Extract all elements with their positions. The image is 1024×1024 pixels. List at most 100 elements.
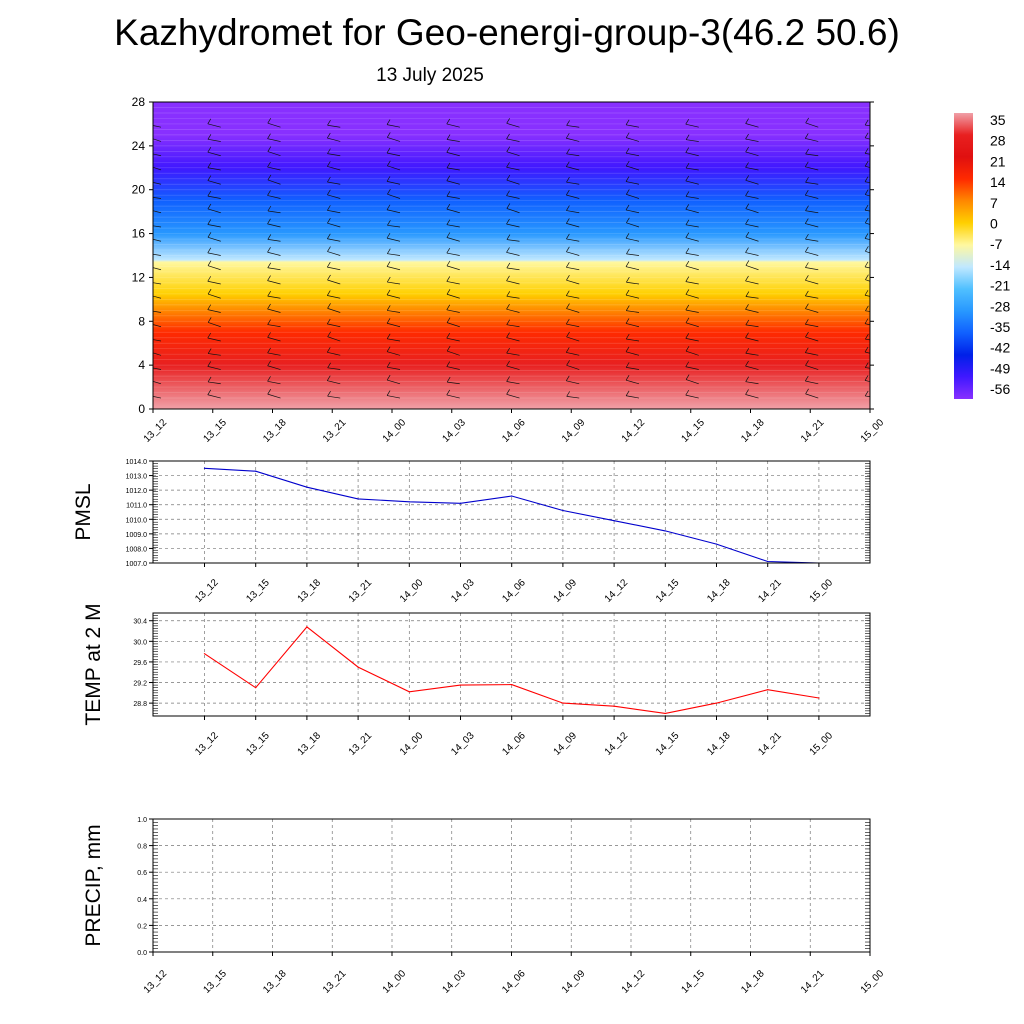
wind-barb-flag (506, 291, 511, 297)
wind-barb-flag (207, 260, 212, 266)
x-tick-label: 15_00 (859, 417, 887, 445)
wind-barb (506, 324, 520, 328)
wind-barb-flag (326, 261, 331, 268)
wind-barb-flag (506, 234, 511, 240)
data-point (511, 495, 513, 497)
wind-barb (327, 323, 341, 328)
wind-barb (267, 122, 281, 128)
wind-barb-flag (805, 117, 809, 124)
wind-barb (446, 208, 460, 214)
x-tick-label: 13_12 (193, 730, 221, 758)
wind-barb (566, 251, 580, 256)
wind-barb-flag (864, 346, 869, 353)
wind-barb (327, 395, 341, 399)
wind-barb (626, 137, 640, 142)
x-tick-label: 14_21 (799, 417, 827, 445)
wind-barb (506, 365, 520, 370)
wind-barb-flag (267, 376, 271, 382)
wind-barb-flag (566, 233, 570, 240)
wind-barb-flag (625, 346, 630, 353)
data-point (203, 653, 206, 655)
data-point (459, 684, 462, 686)
x-tick-label: 13_21 (347, 577, 375, 605)
wind-barb (805, 308, 819, 313)
wind-barb (745, 252, 759, 256)
wind-barb (386, 322, 401, 328)
wind-barb (207, 366, 221, 370)
wind-barb-flag (267, 234, 272, 240)
wind-barb (805, 251, 819, 256)
wind-barb-flag (327, 148, 331, 154)
wind-barb-flag (148, 362, 151, 367)
x-tick-label: 14_18 (739, 417, 767, 445)
wind-barb-flag (625, 375, 630, 381)
wind-barb-flag (327, 176, 331, 183)
wind-barbs (148, 117, 870, 399)
wind-barb (566, 323, 580, 328)
wind-barb-flag (864, 290, 869, 296)
colorbar-label: 35 (990, 112, 1006, 128)
wind-barb-flag (805, 388, 809, 395)
wind-barb (685, 252, 699, 256)
wind-barb-flag (745, 118, 749, 124)
wind-barb-flag (745, 175, 750, 181)
wind-barb-flag (745, 360, 749, 367)
wind-barb-flag (565, 347, 570, 353)
wind-barb (153, 138, 162, 142)
wind-barb-flag (446, 304, 451, 310)
x-tick-label: 15_00 (859, 968, 887, 996)
wind-barb (267, 138, 281, 142)
wind-barb-flag (207, 361, 212, 367)
wind-barb (566, 238, 580, 242)
wind-barb (387, 310, 401, 313)
wind-barb (387, 395, 401, 399)
wind-barb (327, 308, 341, 313)
wind-barb-flag (685, 361, 690, 367)
data-point (562, 509, 564, 512)
wind-barb (506, 393, 520, 399)
data-point (715, 543, 718, 545)
wind-barb-flag (805, 290, 809, 297)
wind-barb (267, 223, 281, 228)
wind-barb (506, 267, 520, 271)
wind-barb-flag (805, 205, 809, 211)
wind-barb (805, 393, 819, 399)
colorbar-label: -56 (990, 381, 1010, 397)
y-tick-label: 0.4 (137, 897, 147, 904)
wind-barb-flag (327, 233, 331, 239)
wind-barb (327, 295, 341, 299)
wind-barb-flag (506, 190, 510, 196)
wind-barb (865, 124, 870, 127)
y-tick-label: 1.0 (137, 817, 147, 824)
wind-barb-flag (565, 290, 570, 296)
wind-barb-flag (804, 161, 809, 167)
wind-barb (685, 224, 699, 228)
wind-barb (506, 239, 520, 242)
data-point (818, 697, 820, 699)
wind-barb (207, 280, 221, 285)
wind-barb (745, 151, 759, 157)
wind-barb (386, 266, 401, 271)
temp-panel: 28.8 29.2 29.6 30.0 30.4 13_12 13_15 13_18 13_21… (82, 603, 871, 758)
wind-barb (865, 338, 870, 341)
wind-barb-flag (566, 176, 570, 183)
wind-barb (387, 165, 401, 171)
x-tick-label: 13_18 (296, 577, 324, 605)
wind-barb-flag (148, 132, 151, 137)
wind-barb (446, 366, 460, 370)
wind-barb-flag (446, 260, 451, 267)
wind-barb (153, 153, 162, 157)
wind-barb (267, 308, 281, 313)
wind-barb (625, 152, 640, 157)
wind-barb (805, 380, 819, 385)
x-tick-label: 14_06 (500, 577, 528, 605)
wind-barb (506, 223, 520, 228)
wind-barb-flag (446, 134, 451, 140)
wind-barb (386, 152, 401, 157)
wind-barb-flag (565, 318, 570, 325)
wind-barb (267, 352, 281, 356)
wind-barb-flag (386, 261, 391, 267)
x-tick-label: 14_03 (449, 577, 477, 605)
y-tick-label: 1011.0 (126, 503, 147, 510)
wind-barb-flag (565, 161, 570, 167)
